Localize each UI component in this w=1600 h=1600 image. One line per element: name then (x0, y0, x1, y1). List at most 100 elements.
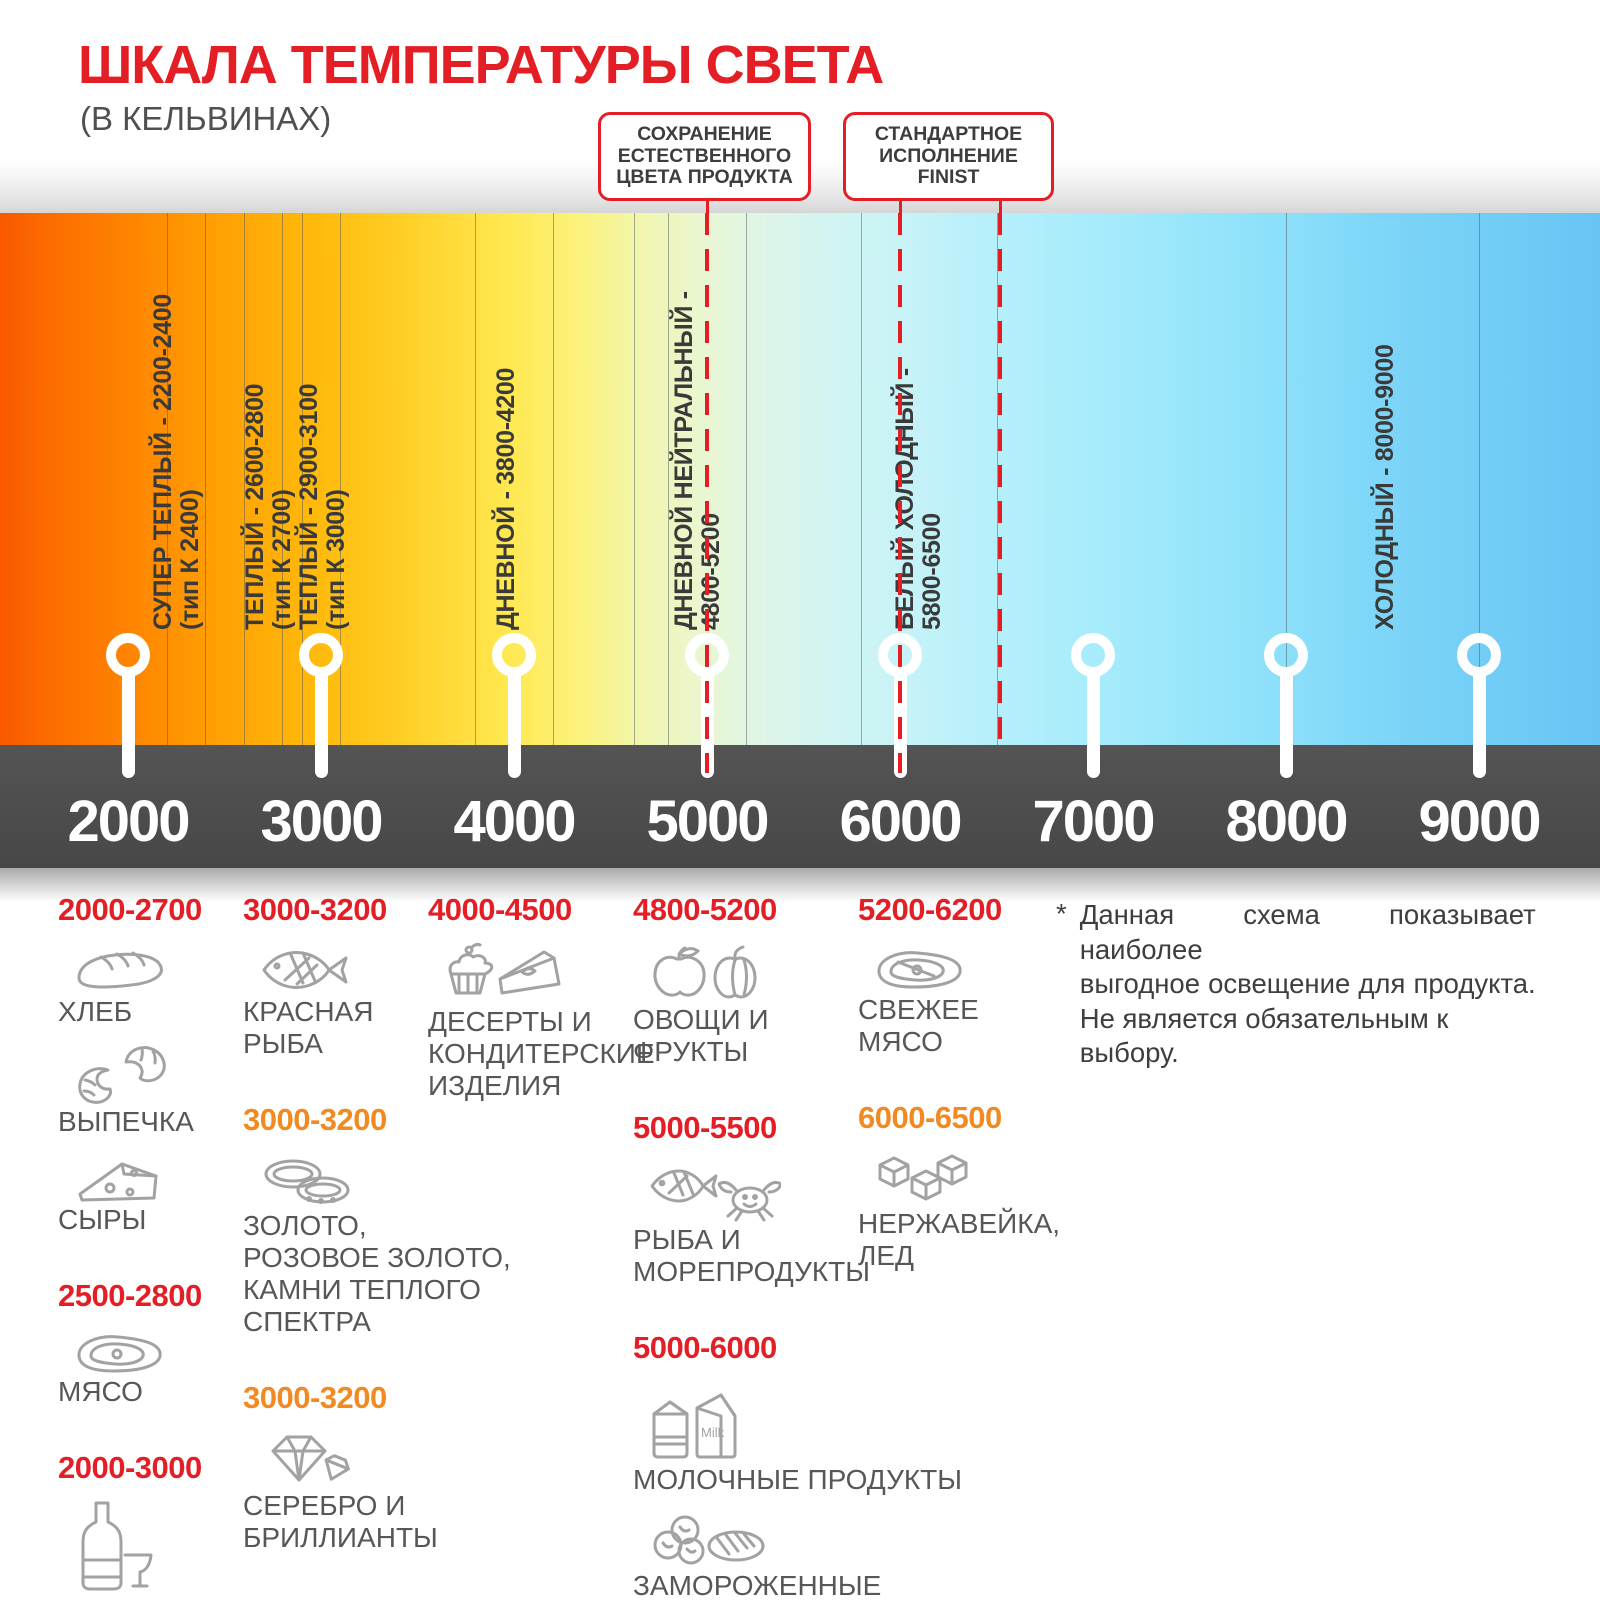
fish-seafood-icon (647, 1160, 868, 1222)
axis-tick-label: 4000 (453, 789, 576, 854)
category-item-label: РОЗОВОЕ ЗОЛОТО, (243, 1242, 511, 1273)
zone-label-line: ДНЕВНОЙ НЕЙТРАЛЬНЫЙ - (670, 291, 698, 630)
scale-boundary-line (745, 213, 747, 745)
callout-leg (898, 196, 902, 215)
category-column: 3000-3200 КРАСНАЯ РЫБА 3000-3200 ЗОЛОТО, РОЗО… (243, 892, 511, 1554)
category-range-heading: 2500-2800 (58, 1278, 202, 1313)
marker-ring (1457, 633, 1501, 677)
callout-box: СОХРАНЕНИЕ ЕСТЕСТВЕННОГО ЦВЕТА ПРОДУКТА (598, 112, 811, 201)
category-range-heading: 5000-6000 (633, 1330, 777, 1365)
zone-label-line: ХОЛОДНЫЙ - 8000-9000 (1371, 344, 1399, 630)
callout-leg (998, 196, 1002, 215)
scale-boundary-line (1286, 213, 1287, 745)
marker-stem (314, 670, 328, 778)
category-item: ДЕСЕРТЫ И КОНДИТЕРСКИЕ ИЗДЕЛИЯ (428, 942, 663, 1102)
marker-ring (1264, 633, 1308, 677)
frozen-food-icon (647, 1510, 868, 1568)
scale-boundary-line (475, 213, 477, 745)
scale-boundary-line (205, 213, 207, 745)
callout-line: ЦВЕТА ПРОДУКТА (616, 166, 793, 188)
category-item: МЯСО (58, 1328, 293, 1408)
zone-label-line: 5800-6500 (918, 513, 946, 630)
scale-boundary-line (633, 213, 635, 745)
fruits-vegetables-icon (647, 942, 868, 1002)
marker-stem (1472, 670, 1486, 778)
category-item: НЕРЖАВЕЙКА, ЛЕД (858, 1150, 1093, 1272)
page-subtitle: (В КЕЛЬВИНАХ) (80, 100, 332, 137)
callout-line: FINIST (917, 166, 980, 188)
category-item-label: ЗОЛОТО, (243, 1210, 367, 1241)
axis-band-shadow (0, 868, 1600, 902)
marker-stem (507, 670, 521, 778)
category-item: ВЫПЕЧКА (58, 1042, 293, 1138)
alcohol-icon (72, 1500, 293, 1594)
category-range-heading: 3000-3200 (243, 1380, 387, 1415)
scale-boundary-line (340, 213, 342, 745)
scale-boundary-line (301, 213, 303, 745)
scale-boundary-line (243, 213, 245, 745)
zone-label: ДНЕВНОЙ - 3800-4200 (492, 367, 520, 630)
desserts-icon (442, 942, 663, 1004)
ice-cubes-icon (872, 1150, 1093, 1206)
kelvin-axis-band (0, 745, 1600, 868)
category-range-heading: 3000-3200 (243, 892, 387, 927)
category-item-label: ХЛЕБ (58, 996, 133, 1027)
zone-label: СУПЕР ТЕПЛЫЙ - 2200-2400 (тип К 2400) (149, 294, 204, 630)
category-item: Milk МОЛОЧНЫЕ ПРОДУКТЫ (633, 1380, 962, 1496)
marker-stem (1086, 670, 1100, 778)
marker-ring (878, 633, 922, 677)
category-item-label: ДЕСЕРТЫ И (428, 1006, 592, 1037)
category-column: 4000-4500 ДЕСЕРТЫ И КОНДИТЕРСКИЕ ИЗДЕЛИЯ (428, 892, 663, 1102)
scale-boundary-line (552, 213, 554, 745)
marker-ring (492, 633, 536, 677)
category-item: СЕРЕБРО И БРИЛЛИАНТЫ (243, 1430, 478, 1554)
footnote-line: Не является обязательным к выбору. (1079, 1002, 1449, 1069)
marker-ring (299, 633, 343, 677)
axis-tick-label: 3000 (260, 789, 383, 854)
category-item-label: ФРУКТЫ (633, 1036, 749, 1067)
callout-line: СТАНДАРТНОЕ (874, 123, 1023, 145)
category-item-label: БРИЛЛИАНТЫ (243, 1522, 438, 1553)
dairy-icon: Milk (647, 1380, 868, 1462)
category-item-label: НЕРЖАВЕЙКА, (858, 1208, 1061, 1239)
category-item-label: ЛЕД (858, 1240, 915, 1271)
zone-label-line: (тип К 2700) (268, 489, 296, 630)
scale-boundary-line (861, 213, 863, 745)
gold-rings-icon (257, 1152, 478, 1208)
footnote-line: Данная схема показывает наиболее (1079, 899, 1536, 965)
category-column: 4800-5200 ОВОЩИ И ФРУКТЫ 5000-5500 РЫБА И МОР… (633, 892, 962, 1600)
zone-label-line: 4800-5200 (697, 513, 725, 630)
category-item-label: ОВОЩИ И (633, 1004, 769, 1035)
category-item-label: МЯСО (58, 1376, 143, 1407)
category-item: КРАСНАЯ РЫБА (243, 942, 478, 1060)
diamond-icon (257, 1430, 478, 1488)
scale-boundary-line (166, 213, 168, 745)
category-range-heading: 5200-6200 (858, 892, 1002, 927)
category-item-label: СЫРЫ (58, 1204, 147, 1235)
footnote: * Данная схема показывает наиболее выгодн… (1056, 898, 1536, 1071)
category-item-label: ЗАМОРОЖЕННЫЕ (633, 1570, 882, 1600)
category-range-heading: 2000-2700 (58, 892, 202, 927)
zone-label-line: ДНЕВНОЙ - 3800-4200 (492, 367, 520, 630)
page-title: ШКАЛА ТЕМПЕРАТУРЫ СВЕТА (78, 35, 884, 95)
footnote-asterisk: * (1056, 898, 1067, 929)
scale-boundary-line (1479, 213, 1480, 745)
category-item-label: ВЫПЕЧКА (58, 1106, 194, 1137)
dashed-reference-line (998, 213, 1003, 745)
callout-leg (705, 196, 709, 215)
bread-icon (72, 942, 293, 994)
category-item-label: МЯСО (858, 1026, 943, 1057)
zone-label-line: (тип К 2400) (176, 489, 204, 630)
axis-tick-label: 7000 (1032, 789, 1155, 854)
cheese-icon (72, 1152, 293, 1202)
zone-label-line: ТЕПЛЫЙ - 2900-3100 (295, 383, 323, 630)
category-item: АКОГОЛЬ (58, 1500, 293, 1600)
zone-label-line: БЕЛЫЙ ХОЛОДНЫЙ - (891, 368, 919, 630)
axis-tick-label: 5000 (646, 789, 769, 854)
category-item-label: СЕРЕБРО И (243, 1490, 406, 1521)
category-range-heading: 6000-6500 (858, 1100, 1002, 1135)
croissant-icon (72, 1042, 293, 1104)
scale-boundary-line (996, 213, 998, 745)
category-item-label: АКОГОЛЬ (58, 1596, 293, 1600)
category-item: ЗАМОРОЖЕННЫЕПОЛУФАБРИКАТЫ (633, 1510, 882, 1600)
